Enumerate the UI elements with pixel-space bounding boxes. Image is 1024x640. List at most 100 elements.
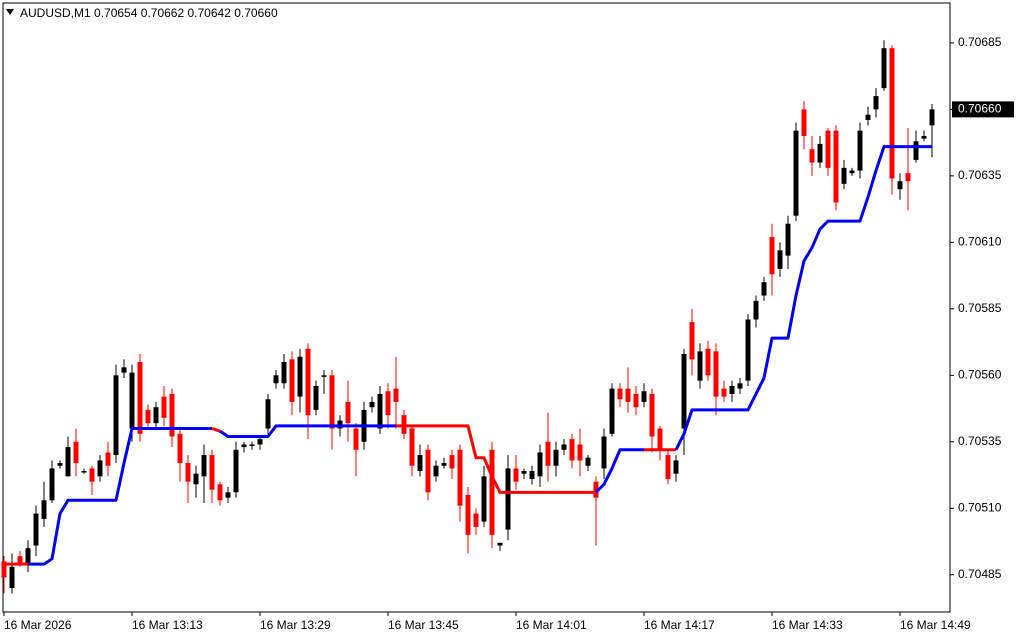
candle-body <box>721 388 727 397</box>
candle-body <box>265 399 271 429</box>
candle-body <box>225 492 231 498</box>
candle-body <box>321 375 327 377</box>
candle-body <box>841 167 847 184</box>
candle-body <box>73 441 79 464</box>
candle-body <box>705 348 711 376</box>
candle-body <box>897 181 903 190</box>
x-tick-label: 16 Mar 14:49 <box>900 618 971 632</box>
candle-body <box>153 407 159 424</box>
info-low: 0.70642 <box>188 6 232 20</box>
candle-body <box>481 476 487 522</box>
candle-body <box>305 348 311 416</box>
menu-triangle <box>6 9 14 15</box>
candle-body <box>161 396 167 418</box>
candle-body <box>873 96 879 110</box>
candle-body <box>801 109 807 136</box>
candle-body <box>537 452 543 477</box>
candle-body <box>793 130 799 216</box>
candle-body <box>329 375 335 429</box>
x-tick-label: 16 Mar 2026 <box>4 618 72 632</box>
candle-body <box>785 223 791 256</box>
candle-body <box>241 444 247 448</box>
candle-body <box>273 375 279 384</box>
candle-body <box>769 237 775 275</box>
candle-body <box>545 441 551 466</box>
candle-body <box>601 436 607 469</box>
candle-body <box>665 455 671 480</box>
candle-body <box>105 452 111 466</box>
candle-body <box>25 548 31 565</box>
candle-body <box>921 135 927 139</box>
candle-body <box>201 455 207 477</box>
candle-body <box>889 48 895 179</box>
candle-body <box>777 250 783 269</box>
candle-body <box>641 391 647 402</box>
candle-body <box>169 393 175 437</box>
trend-line <box>674 145 932 451</box>
candle-body <box>41 500 47 519</box>
y-tick-label: 0.70535 <box>958 434 1002 448</box>
candle-body <box>185 463 191 482</box>
chart-header: AUDUSD,M1 0.70654 0.70662 0.70642 0.7066… <box>20 6 278 20</box>
candle-body <box>65 447 71 477</box>
candle-body <box>353 428 359 450</box>
candle-body <box>849 170 855 174</box>
candle-body <box>145 409 151 424</box>
candle-body <box>737 383 743 389</box>
candle-body <box>249 444 255 446</box>
candle-body <box>1 561 7 578</box>
candle-body <box>449 455 455 469</box>
candle-body <box>233 449 239 493</box>
candle-body <box>57 463 63 466</box>
candle-body <box>929 109 935 126</box>
candle-body <box>393 388 399 402</box>
candle-body <box>521 471 527 474</box>
candle-body <box>809 149 815 163</box>
trend-line <box>396 424 596 494</box>
y-tick-label: 0.70610 <box>958 235 1002 249</box>
x-tick-label: 16 Mar 14:33 <box>772 618 843 632</box>
bid-box <box>952 101 1014 118</box>
candle-body <box>49 468 55 501</box>
candle-body <box>257 439 263 445</box>
candle-body <box>865 114 871 121</box>
candle-body <box>713 351 719 397</box>
candle-body <box>97 460 103 477</box>
candle-body <box>513 468 519 482</box>
candle-body <box>369 401 375 408</box>
candle-body <box>673 460 679 474</box>
candle-body <box>313 385 319 410</box>
candle-body <box>497 542 503 546</box>
candle-body <box>489 449 495 535</box>
trend-line <box>219 424 396 438</box>
candle-body <box>457 449 463 506</box>
candle-body <box>857 130 863 171</box>
candle-body <box>17 556 23 565</box>
candle-body <box>745 319 751 381</box>
candle-body <box>345 401 351 424</box>
candle-body <box>561 444 567 450</box>
x-tick-label: 16 Mar 14:17 <box>644 618 715 632</box>
x-tick-label: 16 Mar 14:01 <box>516 618 587 632</box>
info-open: 0.70654 <box>94 6 138 20</box>
candle-body <box>113 375 119 456</box>
candle-body <box>761 282 767 296</box>
candle-body <box>649 393 655 437</box>
candle-body <box>465 494 471 535</box>
candle-body <box>825 130 831 168</box>
candle-body <box>609 388 615 434</box>
candle-body <box>633 393 639 408</box>
candle-body <box>577 444 583 461</box>
candle-body <box>681 354 687 429</box>
y-tick-label: 0.70510 <box>958 500 1002 514</box>
info-close: 0.70660 <box>234 6 278 20</box>
trend-line <box>594 448 644 494</box>
candle-body <box>441 463 447 466</box>
candle-body <box>417 455 423 472</box>
candle-body <box>697 351 703 381</box>
candle-body <box>817 143 823 163</box>
candle-body <box>377 393 383 429</box>
info-high: 0.70662 <box>141 6 185 20</box>
